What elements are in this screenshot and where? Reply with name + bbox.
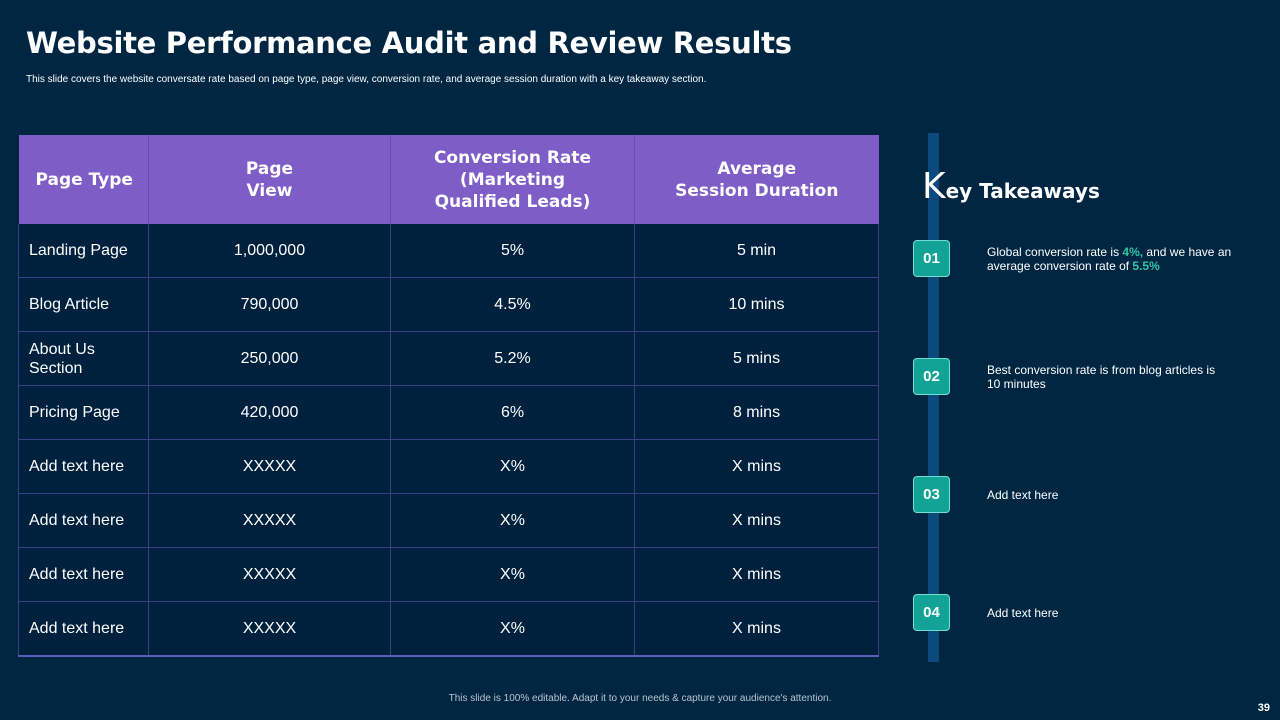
cell-conversion-rate: X% [390,439,635,494]
table-row: Pricing Page 420,000 6% 8 mins [18,385,879,440]
cell-session-duration: 5 min [634,224,879,278]
cell-session-duration: 5 mins [634,331,879,386]
table-row: Add text here XXXXX X% X mins [18,493,879,548]
cell-page-type: About Us Section [18,331,149,386]
cell-page-view: XXXXX [148,439,391,494]
key-takeaways-rest: ey Takeaways [945,179,1100,203]
cell-page-type: Add text here [18,439,149,494]
header-conversion-rate: Conversion Rate (Marketing Qualified Leads… [390,135,635,224]
cell-session-duration: X mins [634,493,879,548]
cell-conversion-rate: X% [390,547,635,602]
cell-page-type: Add text here [18,493,149,548]
cell-page-view: 1,000,000 [148,224,391,278]
key-takeaways-initial: K [922,166,946,207]
cell-page-view: 250,000 [148,331,391,386]
audit-table: Page Type Page View Conversion Rate (Marketi… [18,135,879,657]
cell-conversion-rate: X% [390,601,635,657]
cell-conversion-rate: 5% [390,224,635,278]
footer-note: This slide is 100% editable. Adapt it to… [448,693,832,704]
table-row: Add text here XXXXX X% X mins [18,601,879,657]
cell-page-type: Blog Article [18,277,149,332]
cell-page-view: XXXXX [148,493,391,548]
cell-page-view: 420,000 [148,385,391,440]
cell-page-view: XXXXX [148,601,391,657]
cell-conversion-rate: X% [390,493,635,548]
cell-page-view: XXXXX [148,547,391,602]
takeaway-number-3: 03 [913,476,950,513]
cell-page-type: Add text here [18,547,149,602]
key-takeaways-title: Key Takeaways [922,166,1100,207]
cell-session-duration: 8 mins [634,385,879,440]
takeaway-text-4: Add text here [987,606,1059,620]
takeaway-number-4: 04 [913,594,950,631]
header-session-duration: Average Session Duration [634,135,879,224]
takeaway-text-2: Best conversion rate is from blog articl… [987,363,1216,391]
page-subtitle: This slide covers the website conversate… [26,74,707,85]
table-row: About Us Section 250,000 5.2% 5 mins [18,331,879,386]
header-page-type: Page Type [18,135,149,224]
cell-page-type: Landing Page [18,224,149,278]
takeaway-number-2: 02 [913,358,950,395]
table-row: Add text here XXXXX X% X mins [18,439,879,494]
table-row: Add text here XXXXX X% X mins [18,547,879,602]
timeline-bar [928,133,939,662]
cell-conversion-rate: 4.5% [390,277,635,332]
cell-page-type: Pricing Page [18,385,149,440]
header-page-view: Page View [148,135,391,224]
cell-conversion-rate: 5.2% [390,331,635,386]
takeaway-text-1: Global conversion rate is 4%, and we hav… [987,245,1232,273]
cell-session-duration: X mins [634,601,879,657]
cell-page-view: 790,000 [148,277,391,332]
takeaway-number-1: 01 [913,240,950,277]
takeaway-text-3: Add text here [987,488,1059,502]
cell-page-type: Add text here [18,601,149,657]
cell-conversion-rate: 6% [390,385,635,440]
page-number: 39 [1257,702,1270,714]
cell-session-duration: X mins [634,439,879,494]
page-title: Website Performance Audit and Review Res… [26,26,792,60]
table-row: Landing Page 1,000,000 5% 5 min [18,224,879,278]
cell-session-duration: X mins [634,547,879,602]
cell-session-duration: 10 mins [634,277,879,332]
table-row: Blog Article 790,000 4.5% 10 mins [18,277,879,332]
